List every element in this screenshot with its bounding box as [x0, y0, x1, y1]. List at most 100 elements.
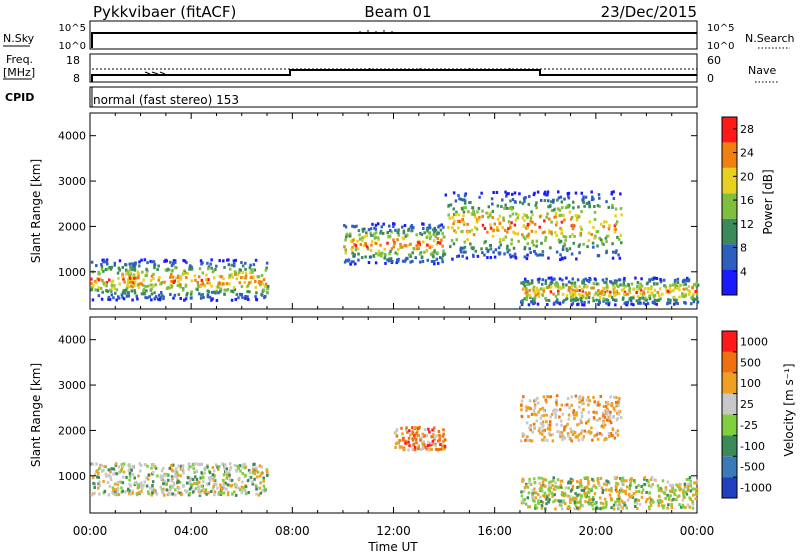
data-cell [532, 422, 536, 426]
data-cell [179, 296, 182, 300]
data-cell [524, 484, 528, 488]
data-cell [170, 272, 173, 276]
data-cell [204, 278, 208, 282]
data-cell [691, 506, 695, 510]
data-cell [419, 438, 422, 442]
data-cell [656, 282, 659, 286]
data-cell [449, 245, 452, 249]
data-cell [487, 215, 490, 219]
data-cell [343, 245, 346, 249]
data-cell [527, 491, 531, 495]
data-cell [137, 285, 141, 289]
data-cell [567, 505, 571, 509]
data-cell [623, 301, 627, 305]
data-cell [95, 462, 98, 466]
data-cell [263, 487, 267, 491]
data-cell [561, 278, 564, 282]
data-cell [539, 416, 543, 420]
data-cell [670, 498, 674, 502]
data-cell [587, 200, 591, 204]
data-cell [527, 406, 531, 410]
data-cell [251, 482, 254, 486]
data-cell [540, 504, 544, 508]
data-cell [511, 212, 515, 216]
data-cell [227, 258, 230, 262]
data-cell [546, 495, 549, 499]
colorbar-tick-label: 8 [740, 242, 747, 255]
data-cell [532, 491, 535, 495]
data-cell [404, 441, 407, 445]
data-cell [453, 212, 456, 216]
data-cell [265, 266, 268, 270]
data-cell [137, 282, 141, 286]
data-cell [246, 284, 250, 288]
data-cell [529, 425, 532, 429]
data-cell [442, 252, 445, 256]
data-cell [607, 402, 610, 406]
data-cell [396, 259, 400, 263]
data-cell [183, 259, 187, 263]
data-cell [108, 297, 112, 301]
data-cell [519, 300, 523, 304]
data-cell [616, 499, 620, 503]
data-cell [107, 493, 111, 497]
data-cell [576, 423, 579, 427]
data-cell [614, 207, 618, 211]
data-cell [419, 448, 423, 452]
data-cell [602, 291, 605, 295]
data-cell [681, 503, 685, 507]
data-cell [593, 277, 597, 281]
data-cell [432, 239, 436, 243]
data-cell [415, 441, 418, 445]
data-cell [554, 498, 557, 502]
data-cell [417, 243, 421, 247]
freq-tick-top: 18 [66, 54, 80, 67]
data-cell [632, 296, 635, 300]
data-cell [483, 253, 486, 257]
data-cell [154, 283, 157, 287]
data-cell [617, 400, 620, 404]
data-cell [177, 490, 180, 494]
data-cell [664, 496, 667, 500]
data-cell [550, 276, 553, 280]
data-cell [220, 487, 223, 491]
data-cell [93, 486, 96, 490]
data-cell [512, 246, 516, 250]
data-cell [605, 220, 608, 224]
data-cell [141, 486, 144, 490]
data-cell [91, 298, 95, 302]
data-cell [578, 285, 581, 289]
data-cell [588, 205, 592, 209]
data-cell [607, 410, 611, 414]
data-cell [584, 296, 588, 300]
data-cell [210, 258, 213, 262]
data-cell [244, 473, 247, 477]
data-cell [539, 198, 543, 202]
data-cell [608, 301, 611, 305]
data-cell [120, 463, 124, 467]
data-cell [543, 230, 546, 234]
data-cell [620, 478, 623, 482]
data-cell [515, 212, 518, 216]
data-cell [611, 250, 615, 254]
data-cell [187, 462, 191, 466]
data-cell [127, 294, 131, 298]
data-cell [246, 290, 249, 294]
data-cell [131, 473, 135, 477]
data-cell [437, 225, 440, 229]
data-cell [412, 442, 416, 446]
data-cell [541, 250, 545, 254]
data-cell [462, 220, 466, 224]
data-cell [259, 491, 263, 495]
data-cell [522, 235, 526, 239]
data-cell [364, 241, 367, 245]
data-cell [550, 200, 553, 204]
data-cell [566, 192, 570, 196]
data-cell [416, 446, 420, 450]
data-cell [593, 417, 596, 421]
data-cell [111, 491, 115, 495]
data-cell [198, 463, 202, 467]
data-cell [567, 417, 571, 421]
data-cell [679, 482, 682, 486]
data-cell [185, 261, 188, 265]
